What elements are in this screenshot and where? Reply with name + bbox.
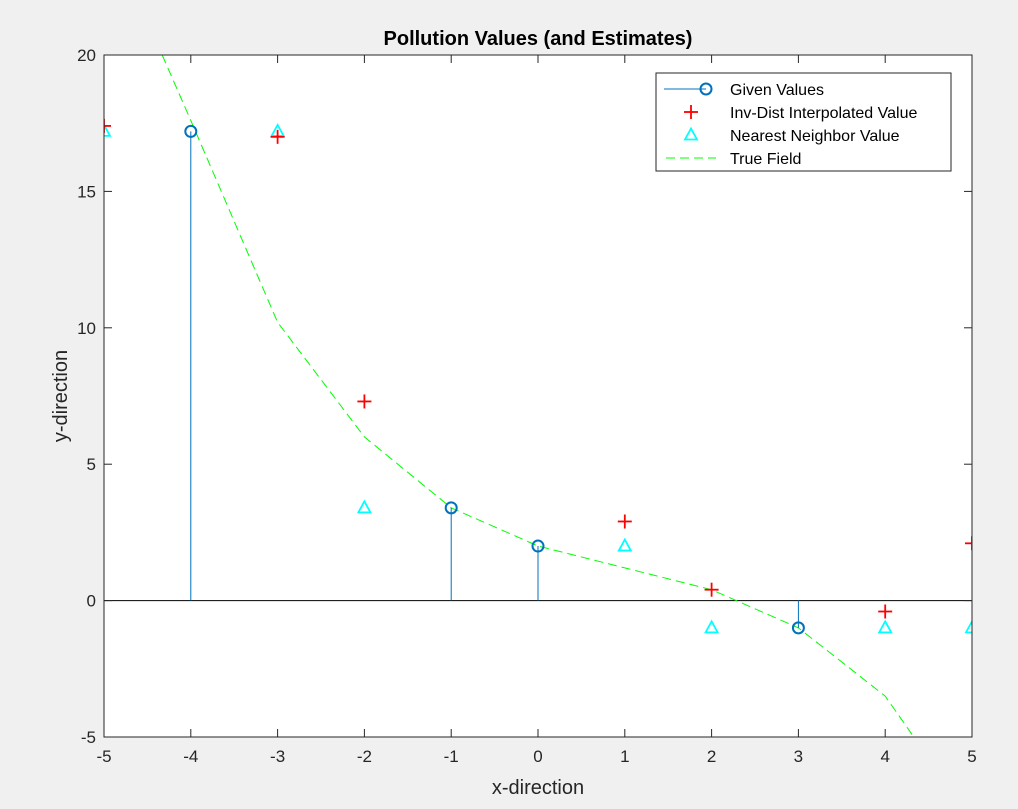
inv-dist-marker-2 xyxy=(357,394,372,409)
inv-dist-marker-4 xyxy=(704,582,719,597)
axes: -5 -4 -3 -2 -1 0 1 2 3 4 5 -5 0 5 10 15 20 xyxy=(77,46,977,766)
nearest-neighbor-marker-6 xyxy=(964,619,972,634)
legend-entry-2: Nearest Neighbor Value xyxy=(683,126,900,145)
given-value-marker xyxy=(791,621,805,635)
x-axis-label: x-direction xyxy=(492,777,584,799)
given-value-marker xyxy=(184,124,198,138)
y-tick-label: 10 xyxy=(77,319,96,338)
chart-marks xyxy=(104,55,972,737)
given-value-marker xyxy=(444,501,458,515)
nearest-neighbor-marker-4 xyxy=(704,619,720,634)
inv-dist-marker-6 xyxy=(965,536,972,551)
y-tick-label: 0 xyxy=(87,592,96,611)
legend: Given Values Inv-Dist Interpolated Value N… xyxy=(655,72,952,172)
given-value-stem-3 xyxy=(791,600,805,635)
inv-dist-marker-5 xyxy=(878,604,893,619)
x-tick-label: -2 xyxy=(357,747,372,766)
x-tick-label: 2 xyxy=(707,747,716,766)
inv-dist-marker-0 xyxy=(104,118,111,133)
nearest-neighbor-marker-0 xyxy=(104,123,112,137)
y-tick-label: 5 xyxy=(87,455,96,474)
y-tick-label: 15 xyxy=(77,182,96,201)
x-tick-label: 0 xyxy=(533,747,542,766)
y-axis-label: y-direction xyxy=(50,350,72,442)
legend-entry-3: True Field xyxy=(666,151,801,168)
x-tick-label: 1 xyxy=(620,747,629,766)
x-tick-label: 4 xyxy=(880,747,889,766)
y-tick-label: -5 xyxy=(81,728,96,747)
x-tick-label: -5 xyxy=(96,747,111,766)
given-value-marker xyxy=(531,539,545,553)
x-tick-label: 5 xyxy=(967,747,976,766)
legend-swatch-marker xyxy=(684,105,698,119)
legend-entry-1: Inv-Dist Interpolated Value xyxy=(684,105,917,122)
nearest-neighbor-marker-5 xyxy=(877,619,893,634)
x-tick-label: -3 xyxy=(270,747,285,766)
x-tick-label: 3 xyxy=(794,747,803,766)
nearest-neighbor-marker-2 xyxy=(356,499,372,514)
true-field-line xyxy=(161,55,915,737)
inv-dist-marker-1 xyxy=(270,129,285,144)
nearest-neighbor-marker-3 xyxy=(617,537,633,552)
legend-swatch-marker xyxy=(683,126,699,141)
x-tick-label: -4 xyxy=(183,747,198,766)
inv-dist-marker-3 xyxy=(617,514,632,529)
given-value-stem-2 xyxy=(531,539,545,601)
legend-swatch-marker xyxy=(699,82,713,96)
given-value-stem-0 xyxy=(184,124,198,601)
legend-entry-0: Given Values xyxy=(664,82,824,99)
y-tick-label: 20 xyxy=(77,46,96,65)
chart-title: Pollution Values (and Estimates) xyxy=(384,28,693,50)
legend-label: Nearest Neighbor Value xyxy=(730,128,900,145)
legend-label: Given Values xyxy=(730,82,824,99)
legend-label: True Field xyxy=(730,151,801,168)
legend-label: Inv-Dist Interpolated Value xyxy=(730,105,917,122)
given-value-stem-1 xyxy=(444,501,458,601)
x-tick-label: -1 xyxy=(444,747,459,766)
